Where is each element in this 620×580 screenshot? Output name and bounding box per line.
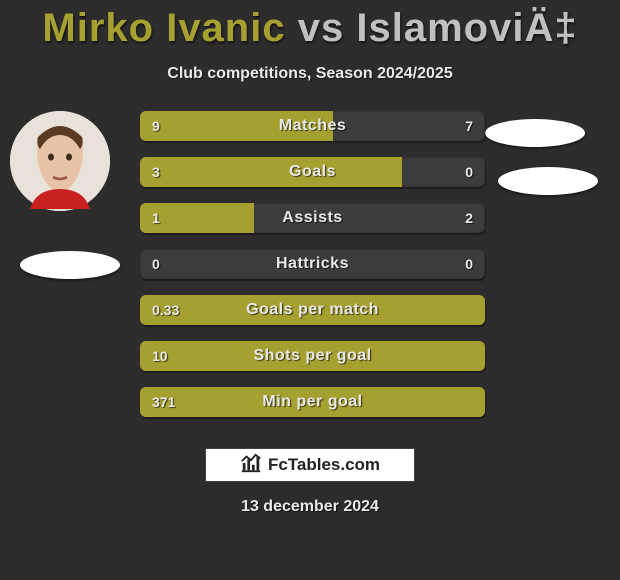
stat-fill (140, 341, 485, 371)
chart-icon (240, 452, 268, 479)
stat-value-right: 7 (465, 118, 473, 134)
title-player2: IslamoviÄ‡ (356, 6, 577, 50)
title-vs: vs (298, 6, 345, 50)
stat-row-goals-per-match: Goals per match0.33 (140, 295, 485, 325)
stat-row-min-per-goal: Min per goal371 (140, 387, 485, 417)
title-player1: Mirko Ivanic (42, 6, 285, 50)
stat-value-left: 0 (152, 256, 160, 272)
player1-avatar (10, 111, 110, 211)
page-title: Mirko Ivanic vs IslamoviÄ‡ (0, 0, 620, 51)
stat-value-right: 0 (465, 256, 473, 272)
stat-row-hattricks: Hattricks0 0 (140, 249, 485, 279)
brand-text: FcTables.com (268, 455, 380, 475)
stat-fill (140, 295, 485, 325)
stat-row-assists: Assists12 (140, 203, 485, 233)
stat-fill (140, 157, 402, 187)
stat-bars: Matches97Goals30Assists12Hattricks00Goal… (140, 111, 485, 433)
stat-row-goals: Goals30 (140, 157, 485, 187)
stat-value-right: 2 (465, 210, 473, 226)
player1-team-badge (20, 251, 120, 279)
stat-fill (140, 203, 254, 233)
stat-fill (140, 387, 485, 417)
stat-row-shots-per-goal: Shots per goal10 (140, 341, 485, 371)
subtitle: Club competitions, Season 2024/2025 (0, 65, 620, 83)
stat-row-matches: Matches97 (140, 111, 485, 141)
stat-label: Hattricks (140, 255, 485, 273)
player2-avatar-placeholder (485, 119, 585, 147)
player2-team-badge (498, 167, 598, 195)
brand-badge: FcTables.com (205, 448, 415, 482)
stat-value-right: 0 (465, 164, 473, 180)
stat-fill (140, 111, 333, 141)
date-text: 13 december 2024 (0, 498, 620, 516)
